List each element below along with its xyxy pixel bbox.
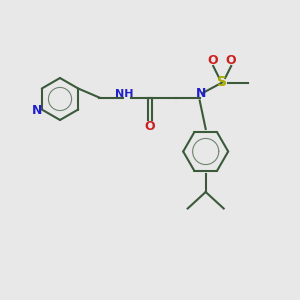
- Text: O: O: [208, 54, 218, 67]
- Text: O: O: [145, 119, 155, 133]
- Text: S: S: [217, 76, 227, 89]
- Text: NH: NH: [116, 89, 134, 99]
- Text: N: N: [32, 104, 43, 118]
- Text: N: N: [196, 87, 206, 101]
- Text: O: O: [226, 54, 236, 67]
